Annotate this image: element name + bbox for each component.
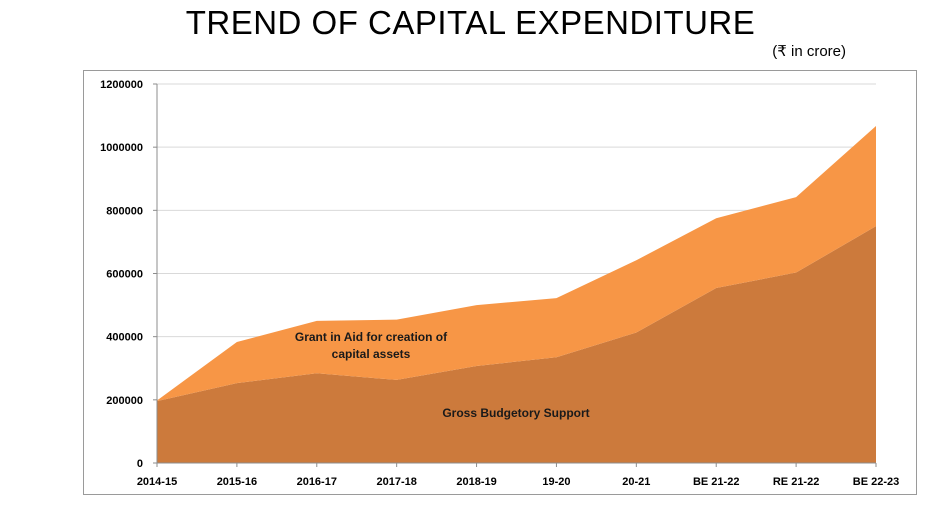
x-tick-label: 20-21 <box>622 476 650 488</box>
y-tick-label: 400000 <box>106 332 143 344</box>
chart-frame <box>83 70 917 495</box>
area-series-2 <box>157 126 876 402</box>
chart-title: TREND OF CAPITAL EXPENDITURE <box>185 4 756 41</box>
y-tick-label: 1200000 <box>100 79 143 91</box>
area-series-1 <box>157 226 876 463</box>
x-tick-label: BE 21-22 <box>693 476 739 488</box>
annotation-grant-line2: capital assets <box>332 347 411 361</box>
areas <box>157 126 876 463</box>
x-tick-label: 2014-15 <box>137 476 177 488</box>
unit-note: (₹ in crore) <box>772 43 846 60</box>
x-tick-label: 19-20 <box>542 476 570 488</box>
annotations: Grant in Aid for creation of capital ass… <box>295 330 590 420</box>
x-tick-label: 2017-18 <box>376 476 416 488</box>
annotation-gbs: Gross Budgetory Support <box>442 406 589 420</box>
y-tick-label: 600000 <box>106 269 143 281</box>
axes <box>153 83 877 467</box>
y-tick-label: 1000000 <box>100 142 143 154</box>
y-tick-labels: 0 200000 400000 600000 800000 1000000 1200000 <box>100 79 143 470</box>
x-tick-label: 2016-17 <box>297 476 337 488</box>
x-tick-label: 2015-16 <box>217 476 257 488</box>
x-tick-label: BE 22-23 <box>853 476 899 488</box>
x-tick-labels: 2014-15 2015-16 2016-17 2017-18 2018-19 19-20… <box>137 476 899 488</box>
x-tick-label: RE 21-22 <box>773 476 819 488</box>
y-tick-label: 800000 <box>106 205 143 217</box>
annotation-grant-line1: Grant in Aid for creation of <box>295 330 448 344</box>
y-tick-label: 0 <box>137 458 143 470</box>
y-tick-label: 200000 <box>106 395 143 407</box>
x-tick-label: 2018-19 <box>456 476 496 488</box>
